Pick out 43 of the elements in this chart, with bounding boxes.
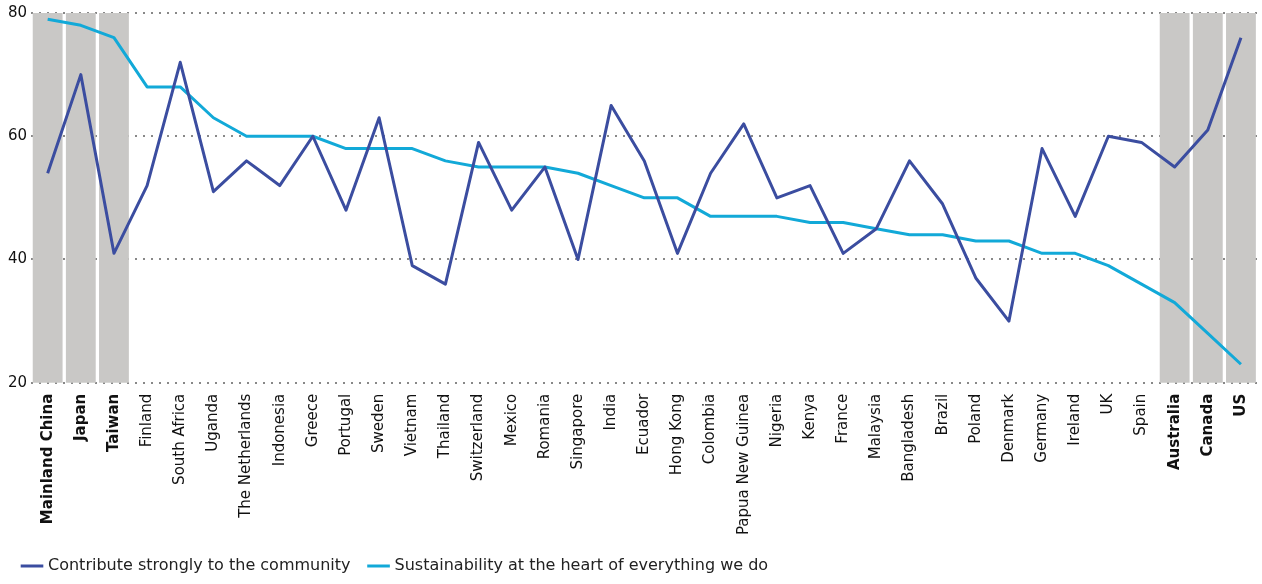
x-tick-label: Switzerland xyxy=(468,393,487,482)
y-tick-label: 20 xyxy=(7,372,28,391)
x-tick-label: Singapore xyxy=(567,393,586,470)
x-tick-label: Sweden xyxy=(369,393,388,454)
x-tick-label: Greece xyxy=(302,393,321,448)
x-tick-label: Poland xyxy=(965,393,984,444)
x-tick-label: Nigeria xyxy=(766,393,785,448)
x-tick-label: Germany xyxy=(1031,393,1050,463)
x-tick-label: Denmark xyxy=(998,393,1017,463)
x-tick-label: India xyxy=(601,393,620,431)
legend-label: Contribute strongly to the community xyxy=(48,555,351,575)
legend-label: Sustainability at the heart of everything we do xyxy=(394,555,769,575)
y-tick-label: 60 xyxy=(7,126,28,145)
x-tick-label: Finland xyxy=(136,393,155,448)
x-tick-label: Portugal xyxy=(335,393,354,456)
x-tick-label: Ireland xyxy=(1065,393,1084,446)
y-tick-label: 40 xyxy=(7,249,28,268)
x-tick-label: Taiwan xyxy=(103,393,122,452)
x-tick-label: Thailand xyxy=(435,393,454,460)
x-tick-label: Brazil xyxy=(932,393,951,436)
x-tick-label: US xyxy=(1230,393,1249,417)
x-tick-label: Uganda xyxy=(203,393,222,452)
x-tick-label: Malaysia xyxy=(866,393,885,460)
x-tick-label: Vietnam xyxy=(402,393,421,457)
x-tick-label: Papua New Guinea xyxy=(733,393,752,535)
x-tick-label: France xyxy=(833,393,852,444)
x-tick-label: The Netherlands xyxy=(236,393,255,519)
x-tick-label: Romania xyxy=(534,393,553,460)
x-tick-label: Colombia xyxy=(700,393,719,465)
x-tick-label: Kenya xyxy=(799,393,818,440)
x-tick-label: Hong Kong xyxy=(667,393,686,476)
x-tick-label: Australia xyxy=(1164,393,1183,471)
x-tick-label: Ecuador xyxy=(634,392,653,456)
x-tick-label: Indonesia xyxy=(269,393,288,467)
x-tick-label: Mainland China xyxy=(37,393,56,525)
y-tick-label: 80 xyxy=(7,2,28,21)
x-tick-label: Japan xyxy=(70,393,89,442)
x-tick-label: Canada xyxy=(1197,393,1216,457)
x-tick-label: South Africa xyxy=(170,393,189,485)
x-tick-label: Spain xyxy=(1131,393,1150,436)
x-tick-label: UK xyxy=(1098,392,1117,415)
x-tick-label: Mexico xyxy=(501,393,520,447)
x-tick-label: Bangladesh xyxy=(899,393,918,482)
